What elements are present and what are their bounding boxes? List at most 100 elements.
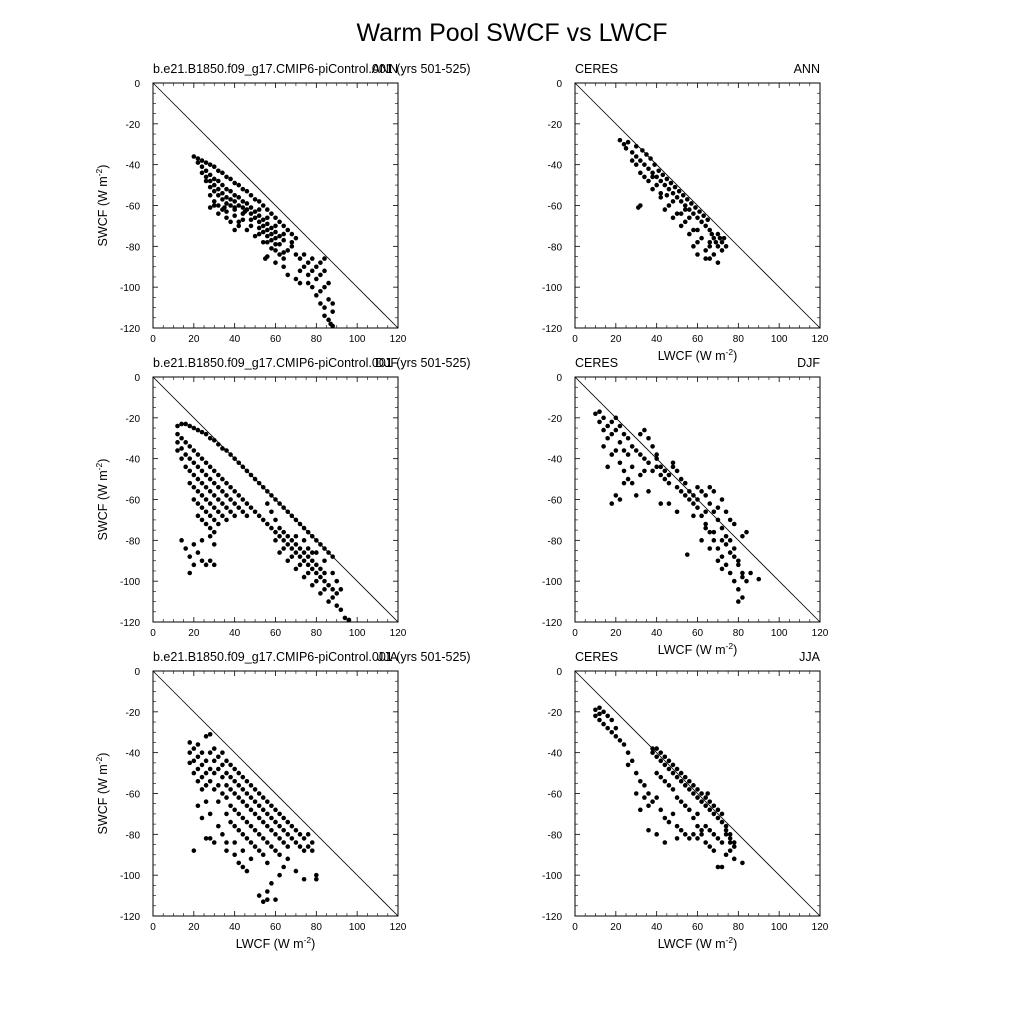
data-point <box>633 770 639 776</box>
data-point <box>211 840 217 845</box>
data-point <box>260 484 266 490</box>
data-point <box>318 260 323 265</box>
data-point <box>232 807 237 813</box>
data-point <box>314 876 319 882</box>
data-point <box>203 160 209 165</box>
y-tick-label: -40 <box>548 455 563 466</box>
data-point <box>678 489 684 494</box>
data-point <box>228 188 233 194</box>
x-tick-label: 80 <box>733 922 745 933</box>
data-point <box>707 807 713 813</box>
x-tick-label: 0 <box>150 334 156 345</box>
data-point <box>666 758 672 764</box>
data-point <box>207 435 213 441</box>
data-point <box>256 791 262 796</box>
data-point <box>199 815 205 821</box>
data-point <box>293 566 299 572</box>
data-point <box>256 219 262 225</box>
data-point <box>248 223 254 229</box>
data-point <box>203 509 209 515</box>
data-point <box>269 246 274 251</box>
data-point <box>232 852 237 858</box>
scatter-panel-3: 0 20 40 60 80 100 120 0 -20 -40 -60 -80 -100 -120 b.e2… <box>94 356 471 639</box>
data-point <box>322 558 327 564</box>
data-point <box>305 562 311 568</box>
data-point <box>207 184 213 190</box>
data-point <box>207 533 213 539</box>
data-point <box>260 229 266 235</box>
data-point <box>613 427 619 433</box>
data-point <box>183 546 188 551</box>
data-point <box>707 501 713 506</box>
data-point <box>609 501 615 506</box>
data-point <box>179 456 184 461</box>
data-point <box>691 227 696 233</box>
data-point <box>216 509 221 515</box>
data-point <box>322 284 327 290</box>
data-point <box>220 489 225 494</box>
data-point <box>719 239 725 245</box>
data-point <box>207 464 213 470</box>
data-point <box>236 203 242 208</box>
data-point <box>605 713 610 719</box>
data-point <box>262 256 268 261</box>
data-point <box>711 235 717 241</box>
data-point <box>195 489 201 494</box>
data-point <box>244 513 250 519</box>
data-point <box>678 211 684 216</box>
data-point <box>244 868 250 874</box>
data-point <box>285 248 291 253</box>
y-tick-label: 0 <box>134 79 140 90</box>
data-point <box>195 476 201 482</box>
data-point <box>191 758 197 764</box>
data-point <box>277 811 282 817</box>
data-point <box>224 848 229 853</box>
data-point <box>265 239 270 245</box>
data-point <box>691 493 696 498</box>
data-point <box>662 207 668 212</box>
data-point <box>670 464 676 470</box>
data-point <box>191 746 197 751</box>
data-point <box>183 452 188 457</box>
data-point <box>244 201 250 206</box>
y-tick-label: -40 <box>126 455 141 466</box>
data-point <box>236 223 242 229</box>
data-point <box>252 811 258 817</box>
data-point <box>289 836 295 841</box>
data-point <box>723 533 729 539</box>
x-tick-label: 40 <box>651 628 663 639</box>
y-tick-label: -120 <box>120 912 140 923</box>
data-point <box>191 562 197 568</box>
data-point <box>687 836 692 841</box>
x-axis-title-exponent: -2 <box>726 641 734 651</box>
data-point <box>289 823 295 829</box>
data-point <box>654 832 659 837</box>
data-point <box>285 509 291 515</box>
data-point <box>232 456 237 461</box>
data-point <box>281 840 286 845</box>
data-point <box>613 725 619 731</box>
data-point <box>220 762 225 768</box>
data-point <box>684 552 690 557</box>
data-point <box>305 272 311 278</box>
data-point <box>687 787 692 792</box>
data-point <box>676 188 682 194</box>
data-point <box>248 217 254 223</box>
data-point <box>687 231 692 237</box>
data-point <box>248 192 254 198</box>
data-point <box>625 762 631 768</box>
data-point <box>705 217 711 223</box>
data-point <box>216 186 221 192</box>
data-point <box>658 807 664 813</box>
data-point <box>220 476 225 482</box>
data-point <box>664 176 670 182</box>
data-point <box>260 203 266 208</box>
y-tick-label: -120 <box>120 324 140 335</box>
data-point <box>285 227 291 233</box>
data-point <box>179 538 184 543</box>
data-point <box>216 211 221 216</box>
data-point <box>731 546 737 551</box>
data-point <box>248 783 254 788</box>
data-point <box>199 762 205 768</box>
data-point <box>265 897 270 902</box>
